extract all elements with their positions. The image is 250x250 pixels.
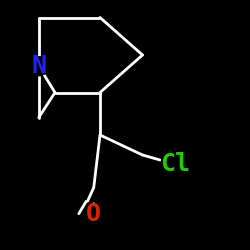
Circle shape xyxy=(161,150,189,178)
Text: O: O xyxy=(86,202,101,226)
Circle shape xyxy=(84,204,103,223)
Text: N: N xyxy=(31,54,46,78)
Text: Cl: Cl xyxy=(160,152,190,176)
Circle shape xyxy=(29,57,48,76)
